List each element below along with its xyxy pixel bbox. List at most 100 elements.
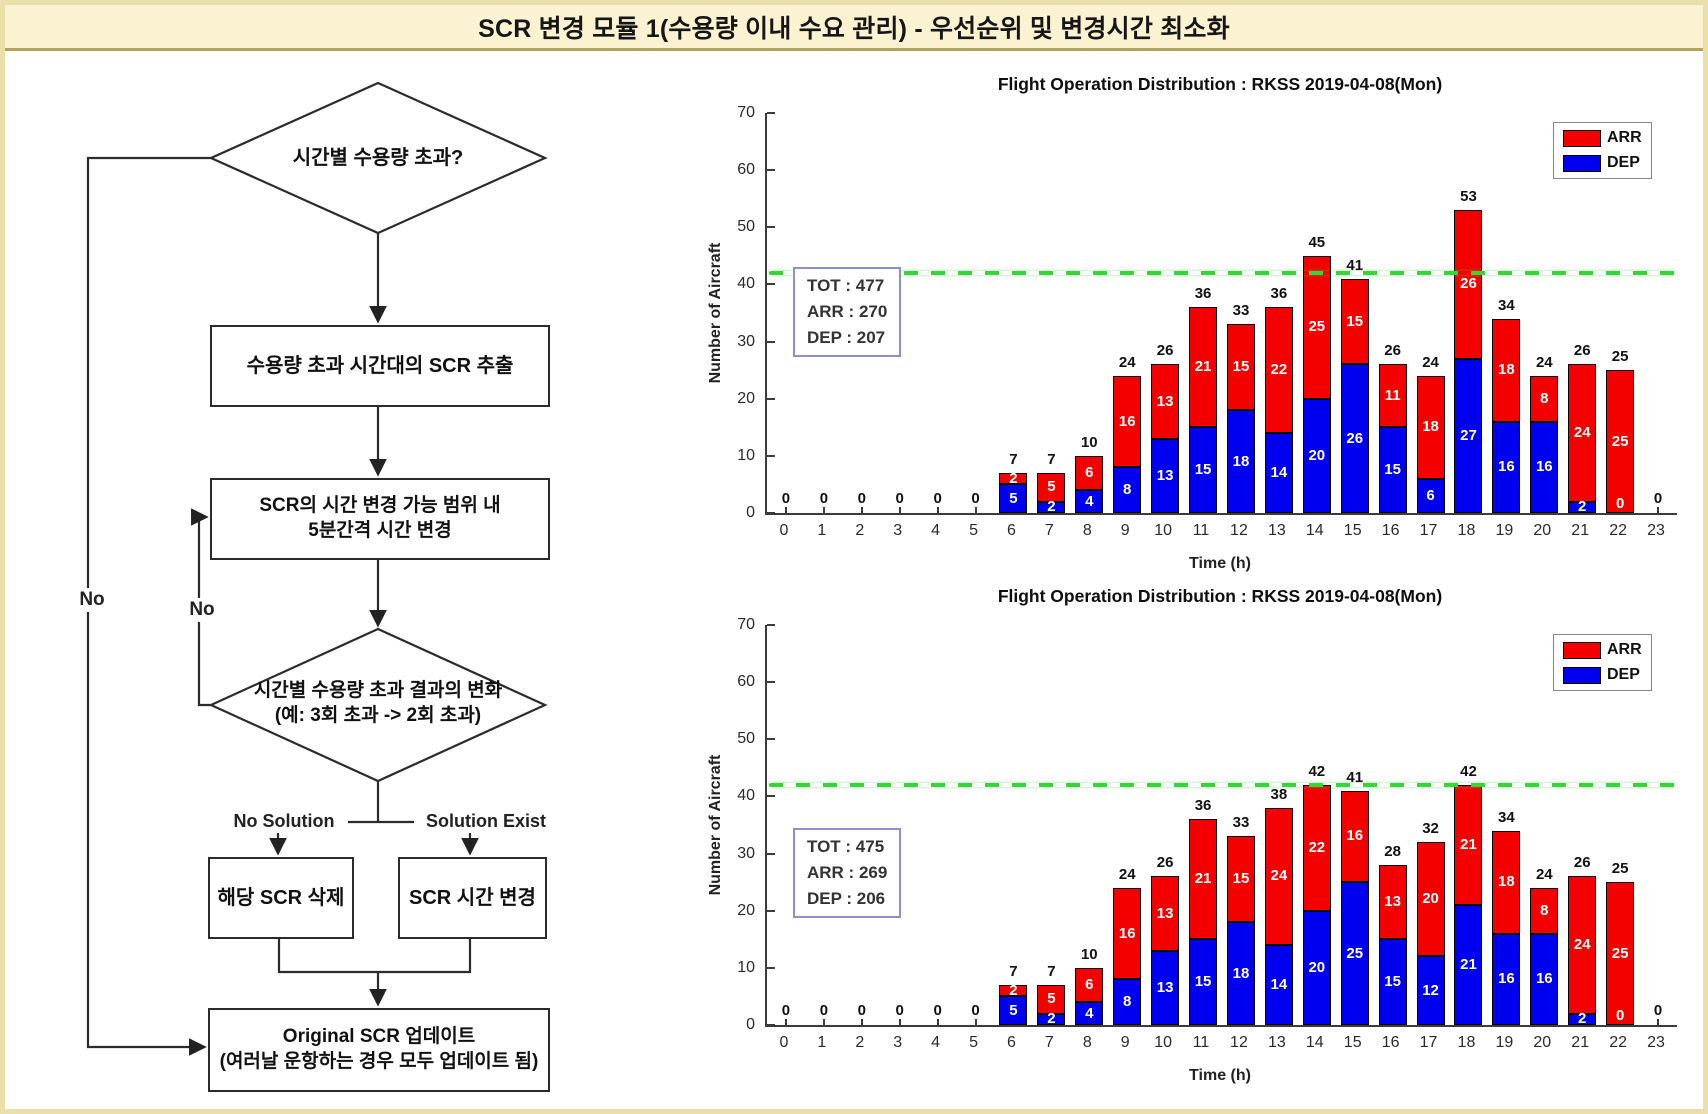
decision2-line2: (예: 3회 초과 -> 2회 초과) <box>274 705 482 726</box>
legend-arr-row: ARR <box>1563 641 1642 659</box>
dep-value-label: 13 <box>1156 978 1174 996</box>
arr-value-label: 18 <box>1422 418 1439 436</box>
bar-arr-segment <box>1568 876 1597 1014</box>
bar-total-label: 25 <box>1611 348 1629 366</box>
flight-distribution-chart-top: Flight Operation Distribution : RKSS 201… <box>700 60 1700 572</box>
bar-dep-segment <box>1151 950 1180 1025</box>
bar-total-label: 0 <box>857 1002 866 1019</box>
bar-total-label: 24 <box>1118 865 1136 883</box>
box-scr-time-change: SCR 시간 변경 <box>398 857 547 939</box>
dep-value-label: 8 <box>1123 993 1132 1011</box>
flight-distribution-chart-bottom: Flight Operation Distribution : RKSS 201… <box>700 572 1700 1084</box>
x-tick-label: 16 <box>1381 1034 1400 1051</box>
y-tickmark <box>767 795 775 798</box>
arr-value-label: 15 <box>1232 870 1250 888</box>
arr-value-label: 5 <box>1047 990 1056 1008</box>
bar-arr-segment <box>1113 375 1142 468</box>
dep-value-label: 15 <box>1194 461 1212 479</box>
x-tick-label: 6 <box>1007 522 1016 539</box>
y-tick-label: 70 <box>737 104 755 121</box>
x-tick-label: 19 <box>1495 1034 1514 1051</box>
bar-total-label: 24 <box>1422 353 1439 371</box>
y-tick-label: 40 <box>737 275 755 293</box>
dep-legend-label: DEP <box>1607 666 1640 683</box>
arr-value-label: 18 <box>1498 361 1515 379</box>
x-tick-label: 12 <box>1230 522 1248 539</box>
bar-total-label: 28 <box>1384 843 1401 860</box>
x-tickmark <box>936 1019 939 1025</box>
dep-value-label: 20 <box>1308 446 1326 464</box>
bar-arr-segment <box>1075 967 1104 1003</box>
bar-total-label: 24 <box>1118 353 1136 371</box>
legend: ARR DEP <box>1553 122 1652 179</box>
bar-arr-segment <box>1378 364 1407 428</box>
bar-dep-segment <box>1454 905 1483 1025</box>
dep-value-label: 2 <box>1047 498 1056 516</box>
plot-area: 0 0 0 0 0 0 2 5 7 5 2 7 6 4 10 16 8 24 13 13 26 21 15 36 15 18 33 2… <box>765 112 1677 516</box>
bar-total-label: 0 <box>781 1002 791 1019</box>
bar-arr-segment <box>1226 836 1255 923</box>
bar-arr-segment <box>1113 887 1142 980</box>
bar-dep-segment <box>1568 501 1597 513</box>
legend-arr-row: ARR <box>1563 129 1642 147</box>
arr-value-label: 2 <box>1009 469 1018 487</box>
arr-legend-label: ARR <box>1607 641 1642 658</box>
bar-arr-segment <box>1151 876 1180 951</box>
x-tick-label: 3 <box>893 522 903 539</box>
arr-value-label: 25 <box>1611 432 1629 450</box>
x-tick-label: 17 <box>1419 1034 1438 1051</box>
x-tickmark <box>974 1019 977 1025</box>
bar-total-label: 42 <box>1308 763 1326 780</box>
totals-info-box: TOT : 475 ARR : 269 DEP : 206 <box>793 827 902 918</box>
y-tick-label: 10 <box>737 958 755 976</box>
y-tick-label: 20 <box>737 901 755 919</box>
bar-dep-segment <box>999 484 1028 513</box>
dep-value: DEP : 207 <box>807 328 886 348</box>
x-tickmark <box>860 1019 863 1025</box>
bar-dep-segment <box>1075 1002 1104 1025</box>
x-tick-label: 0 <box>779 1034 789 1051</box>
y-tickmark <box>767 852 775 855</box>
arr-value-label: 11 <box>1384 386 1401 404</box>
y-tickmark <box>767 738 775 741</box>
dep-swatch <box>1563 666 1601 684</box>
bar-dep-segment <box>1226 410 1255 513</box>
bar-total-label: 7 <box>1047 963 1056 980</box>
dep-value-label: 21 <box>1460 956 1477 973</box>
x-tickmark <box>860 507 863 513</box>
tot-value: TOT : 477 <box>807 276 885 296</box>
arr-value-label: 16 <box>1118 412 1136 430</box>
bar-total-label: 0 <box>895 490 904 507</box>
bar-total-label: 42 <box>1460 763 1477 780</box>
y-tick-label: 0 <box>746 504 755 521</box>
y-tick-label: 0 <box>746 1016 755 1033</box>
arr-swatch <box>1563 641 1601 659</box>
arr-legend-label: ARR <box>1607 129 1642 146</box>
bar-arr-segment <box>1492 318 1521 422</box>
x-tickmark <box>1657 1019 1660 1025</box>
arr-value-label: 24 <box>1573 424 1591 441</box>
arr-value-label: 6 <box>1085 464 1094 481</box>
dep-value-label: 20 <box>1308 958 1326 976</box>
x-tick-label: 1 <box>817 522 827 539</box>
y-tickmark <box>767 624 775 626</box>
merge-lines <box>277 935 472 974</box>
dep-value-label: 5 <box>1009 1001 1018 1019</box>
box-extract-scr: 수용량 초과 시간대의 SCR 추출 <box>210 325 550 407</box>
x-tick-label: 3 <box>893 1034 903 1051</box>
bar-dep-segment <box>999 996 1028 1025</box>
arr-value-label: 16 <box>1346 827 1364 845</box>
dep-value-label: 12 <box>1422 981 1439 999</box>
bar-arr-segment <box>1340 278 1369 365</box>
bar-arr-segment <box>999 985 1028 997</box>
bar-dep-segment <box>1302 910 1331 1025</box>
bar-total-label: 0 <box>1653 490 1663 507</box>
arr-value-label: 15 <box>1346 312 1364 330</box>
y-tickmark <box>767 454 775 457</box>
arr-value-label: 21 <box>1460 836 1477 853</box>
y-tickmark <box>767 283 775 286</box>
bar-dep-segment <box>1416 956 1445 1025</box>
y-tickmark <box>767 512 775 514</box>
dep-value-label: 2 <box>1578 1010 1587 1028</box>
x-tick-label: 4 <box>931 1034 941 1051</box>
